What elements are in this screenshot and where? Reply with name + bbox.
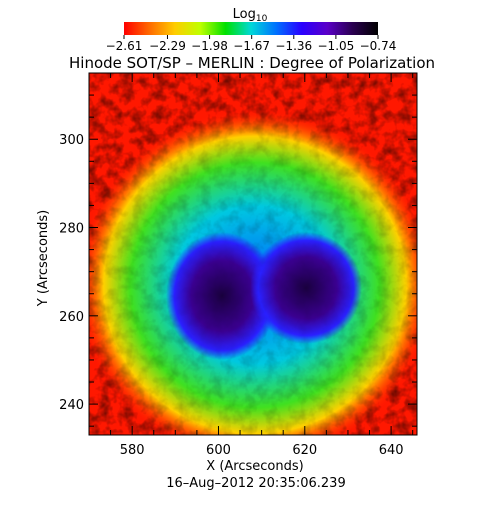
colorbar-tick-label: −1.98	[191, 39, 228, 53]
heatmap-image	[89, 73, 417, 435]
y-tick-label: 240	[59, 398, 84, 413]
x-tick-label: 640	[379, 443, 404, 458]
x-tick-label: 620	[292, 443, 317, 458]
colorbar-tick-label: −1.36	[275, 39, 312, 53]
timestamp: 16–Aug–2012 20:35:06.239	[166, 476, 345, 491]
x-axis: 580 600 620 640	[88, 73, 414, 458]
x-tick-label: 600	[206, 443, 231, 458]
x-axis-label: X (Arcseconds)	[206, 459, 303, 474]
colorbar-tick-label: −2.61	[106, 39, 143, 53]
y-tick-label: 280	[59, 222, 84, 237]
y-tick-label: 300	[59, 133, 84, 148]
colorbar-ticks: −2.61 −2.29 −1.98 −1.67 −1.36 −1.05 −0.74	[106, 35, 397, 53]
y-tick-label: 260	[59, 310, 84, 325]
colorbar-tick-label: −1.05	[318, 39, 355, 53]
plot-frame	[88, 72, 418, 436]
y-axis: 240 260 280 300	[59, 72, 417, 427]
chart-title: Hinode SOT/SP – MERLIN : Degree of Polar…	[69, 54, 435, 72]
y-axis-label: Y (Arcseconds)	[36, 210, 51, 307]
colorbar-tick-label: −1.67	[233, 39, 270, 53]
colorbar-label: Log10	[233, 7, 268, 24]
colorbar-tick-label: −2.29	[149, 39, 186, 53]
colorbar	[124, 22, 378, 35]
colorbar-tick-label: −0.74	[360, 39, 397, 53]
x-tick-label: 580	[120, 443, 145, 458]
